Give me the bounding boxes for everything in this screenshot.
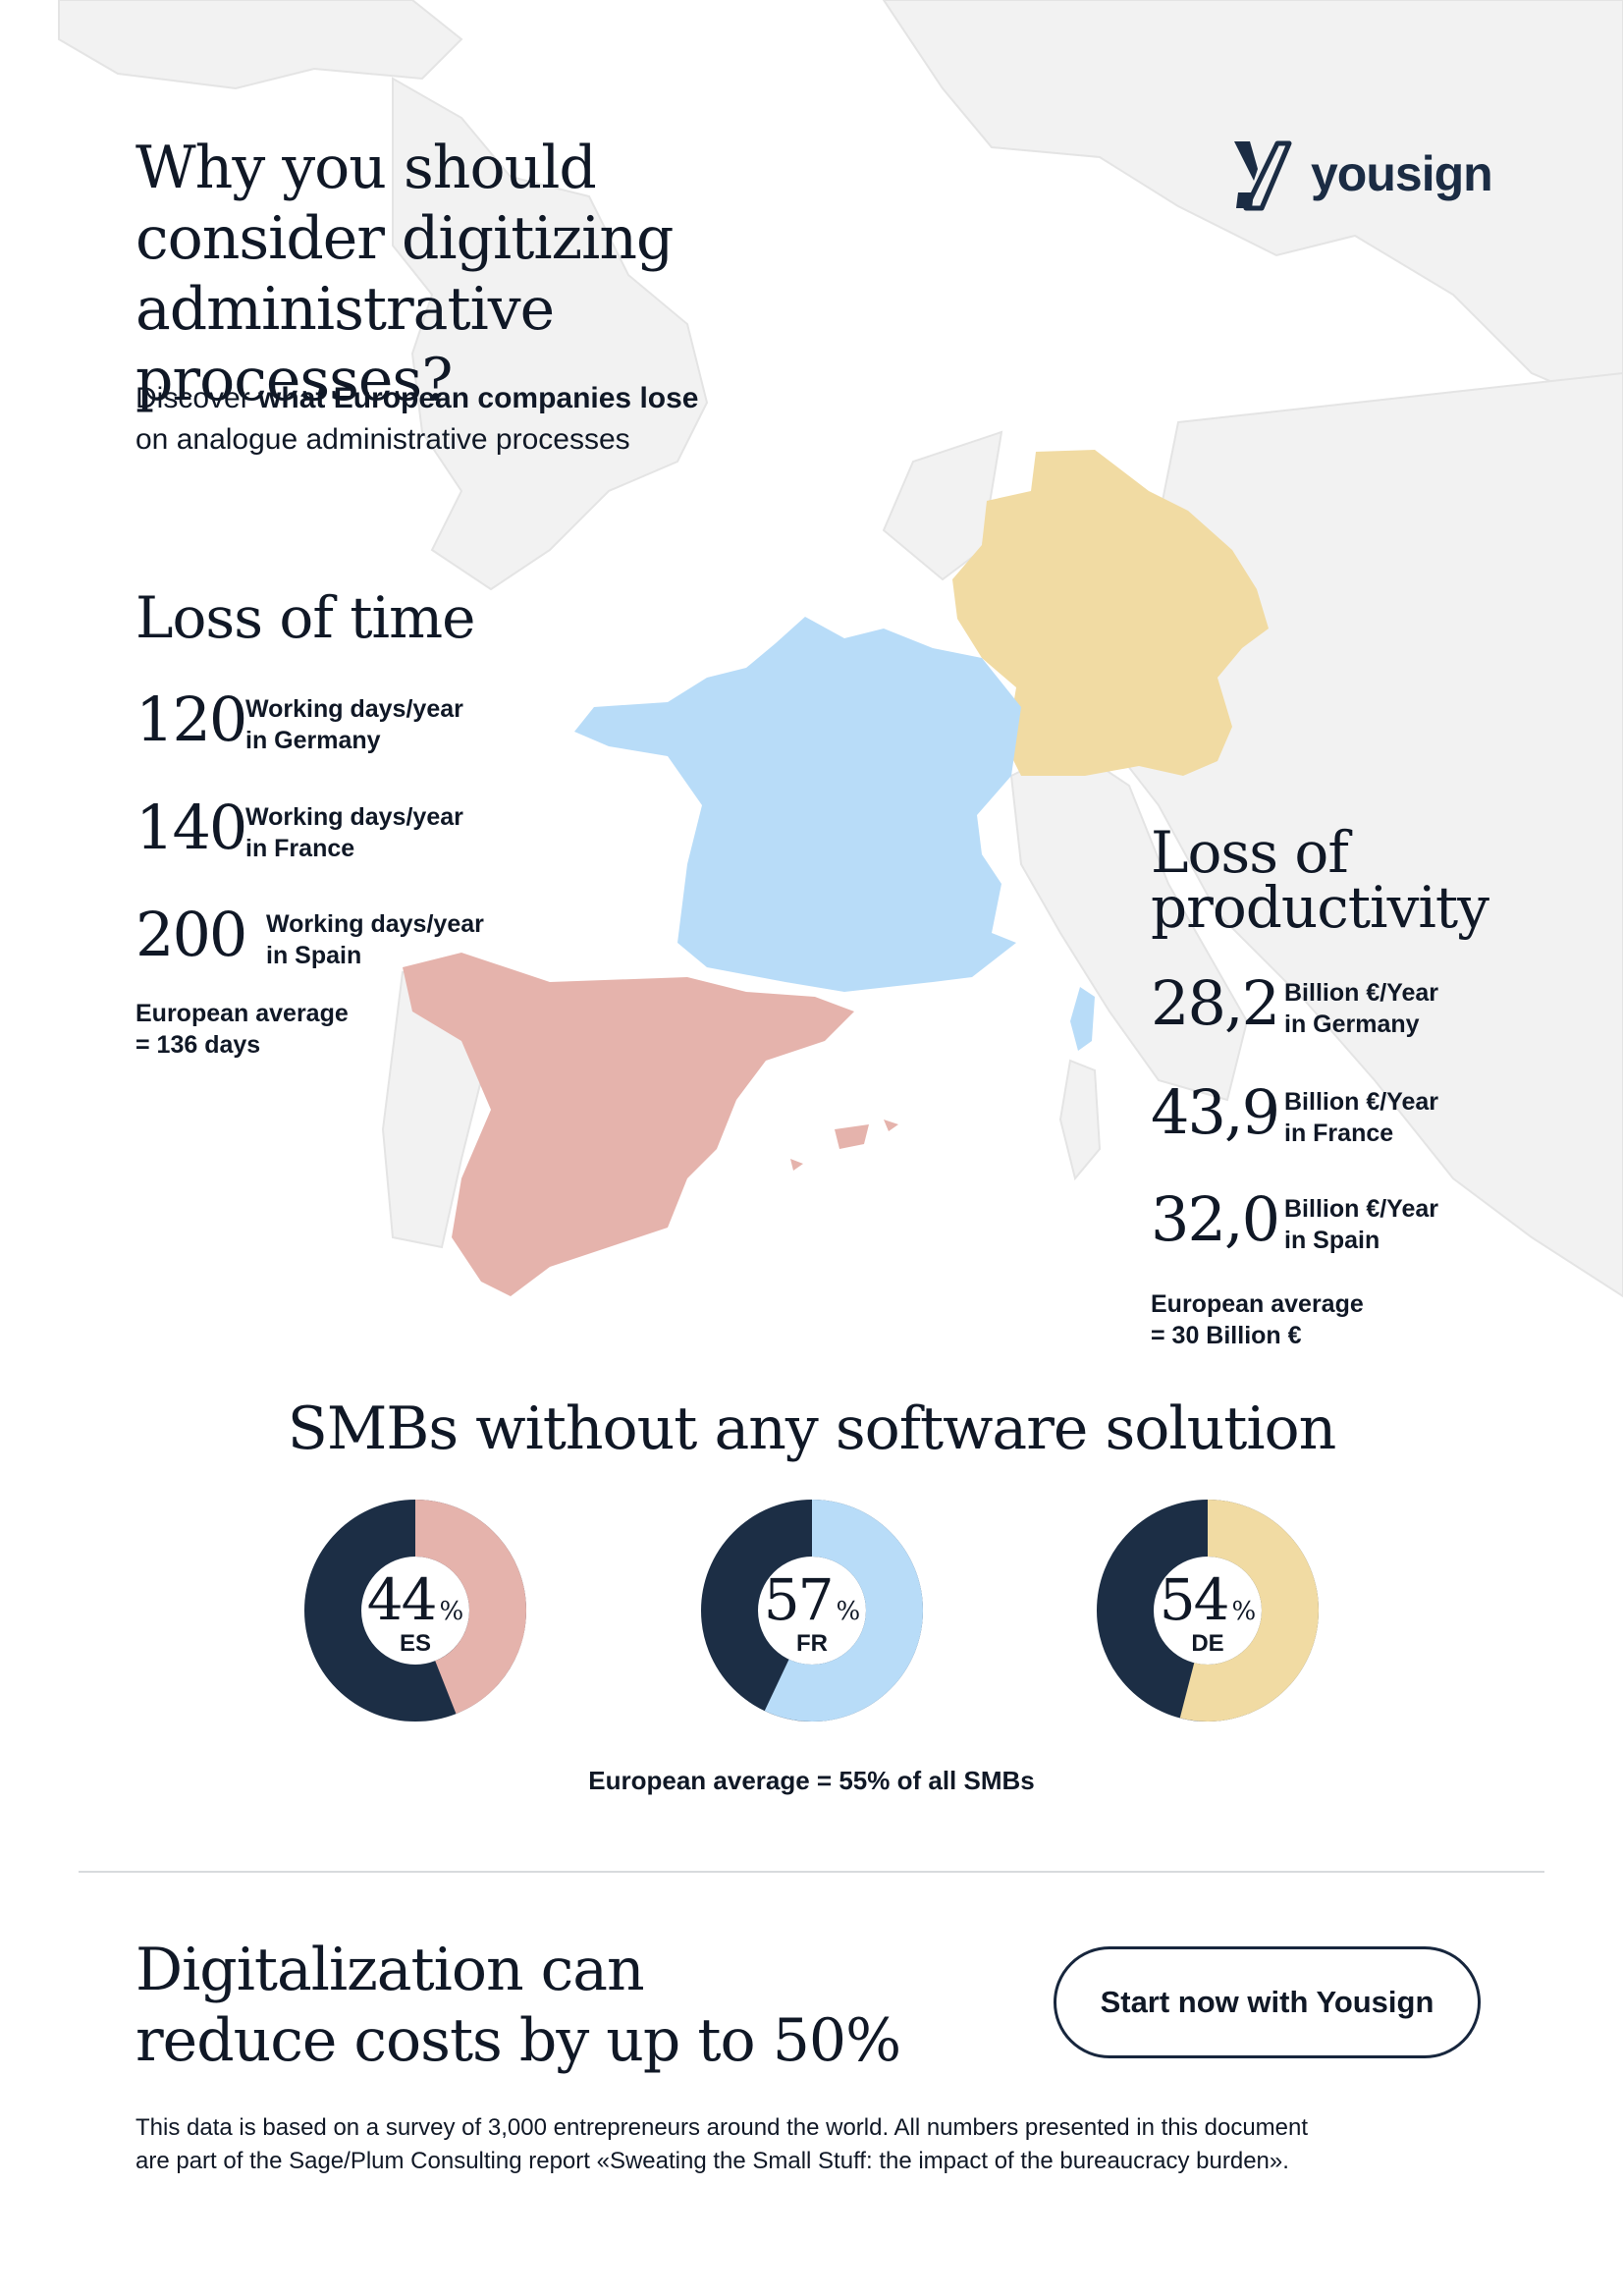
stat-label-line: in France xyxy=(1284,1120,1394,1147)
avg-line: European average xyxy=(135,1000,349,1027)
title-line: Why you should xyxy=(135,134,597,202)
donut-country-code: FR xyxy=(796,1630,828,1657)
smb-section-title: SMBs without any software solution xyxy=(287,1394,1337,1463)
cta-title: Digitalization can reduce costs by up to… xyxy=(135,1935,1019,2076)
stat-label-line: in Spain xyxy=(266,942,362,969)
yousign-logo[interactable]: yousign xyxy=(1232,137,1493,216)
footnote: This data is based on a survey of 3,000 … xyxy=(135,2111,1490,2178)
yousign-logo-icon xyxy=(1234,140,1292,211)
stat-value: 32,0 xyxy=(1151,1183,1280,1255)
map-france xyxy=(574,617,1021,992)
avg-line: European average xyxy=(1151,1290,1364,1318)
donut-value: 54% xyxy=(1146,1571,1270,1640)
map-balearic xyxy=(790,1120,898,1171)
brand-name: yousign xyxy=(1311,146,1493,201)
stat-label-line: Working days/year xyxy=(245,695,463,723)
heading-line: productivity xyxy=(1151,874,1489,941)
subtitle-bold: what European companies lose xyxy=(258,382,699,414)
map-land-north xyxy=(58,0,463,90)
donut-de: 54% DE xyxy=(1097,1500,1319,1722)
stat-label: Billion €/Year in Spain xyxy=(1284,1193,1438,1256)
start-now-button[interactable]: Start now with Yousign xyxy=(1054,1946,1481,2058)
stat-label-line: Working days/year xyxy=(245,803,463,831)
productivity-european-average: European average = 30 Billion € xyxy=(1151,1288,1364,1351)
stat-value: 43,9 xyxy=(1151,1076,1280,1148)
map-land-italy xyxy=(1009,744,1249,1102)
donut-segment xyxy=(1097,1500,1319,1722)
cta-title-line: Digitalization can xyxy=(135,1936,645,2004)
percent-sign: % xyxy=(836,1597,861,1626)
stat-label-line: Billion €/Year xyxy=(1284,1088,1439,1116)
stat-label-line: in France xyxy=(245,835,355,862)
stat-value: 140 xyxy=(135,792,247,863)
donut-number: 44 xyxy=(366,1566,438,1633)
percent-sign: % xyxy=(1231,1597,1257,1626)
percent-sign: % xyxy=(439,1597,464,1626)
stat-value: 28,2 xyxy=(1151,967,1280,1039)
time-european-average: European average = 136 days xyxy=(135,998,349,1061)
avg-line: = 136 days xyxy=(135,1031,261,1059)
footnote-line: are part of the Sage/Plum Consulting rep… xyxy=(135,2148,1289,2174)
title-line: administrative processes? xyxy=(135,275,555,414)
donut-value: 44% xyxy=(353,1571,477,1640)
loss-of-productivity-heading: Loss of productivity xyxy=(1151,824,1489,936)
stat-label-line: Billion €/Year xyxy=(1284,1195,1439,1223)
stat-label: Billion €/Year in France xyxy=(1284,1086,1438,1149)
section-divider xyxy=(79,1871,1544,1873)
stat-label: Working days/year in France xyxy=(245,801,463,864)
title-line: consider digitizing xyxy=(135,204,674,273)
donut-country-code: DE xyxy=(1191,1630,1224,1657)
stat-label-line: in Germany xyxy=(245,727,381,754)
avg-line: = 30 Billion € xyxy=(1151,1322,1302,1349)
cta-title-line: reduce costs by up to 50% xyxy=(135,2006,901,2075)
footnote-line: This data is based on a survey of 3,000 … xyxy=(135,2114,1309,2141)
donut-chart xyxy=(1097,1500,1319,1722)
map-germany xyxy=(952,450,1269,776)
smb-european-average: European average = 55% of all SMBs xyxy=(588,1766,1035,1795)
page-title: Why you should consider digitizing admin… xyxy=(135,133,882,415)
stat-label: Working days/year in Germany xyxy=(245,693,463,756)
donut-number: 57 xyxy=(763,1566,835,1633)
map-spain xyxy=(403,953,854,1296)
map-corsica xyxy=(1070,987,1095,1051)
loss-of-time-heading: Loss of time xyxy=(135,584,475,651)
donut-value: 57% xyxy=(750,1571,874,1640)
donut-chart xyxy=(304,1500,526,1722)
heading-line: Loss of xyxy=(1151,819,1349,886)
stat-value: 200 xyxy=(135,899,247,970)
map-land-sardinia xyxy=(1058,1059,1102,1181)
map-land-uk xyxy=(392,77,709,591)
stat-label-line: Billion €/Year xyxy=(1284,979,1439,1007)
donut-country-code: ES xyxy=(399,1630,431,1657)
page-subtitle: Discover what European companies lose on… xyxy=(135,378,823,461)
stat-label: Working days/year in Spain xyxy=(266,908,484,971)
donut-segment xyxy=(304,1500,526,1722)
stat-value: 120 xyxy=(135,683,247,755)
donut-segment xyxy=(701,1500,923,1722)
stat-label-line: in Germany xyxy=(1284,1011,1420,1038)
stat-label-line: in Spain xyxy=(1284,1227,1380,1254)
subtitle-line2: on analogue administrative processes xyxy=(135,423,630,456)
donut-number: 54 xyxy=(1159,1566,1230,1633)
donut-chart xyxy=(701,1500,923,1722)
stat-label-line: Working days/year xyxy=(266,910,484,938)
stat-label: Billion €/Year in Germany xyxy=(1284,977,1438,1040)
subtitle-prefix: Discover xyxy=(135,382,259,414)
donut-fr: 57% FR xyxy=(701,1500,923,1722)
donut-es: 44% ES xyxy=(304,1500,526,1722)
